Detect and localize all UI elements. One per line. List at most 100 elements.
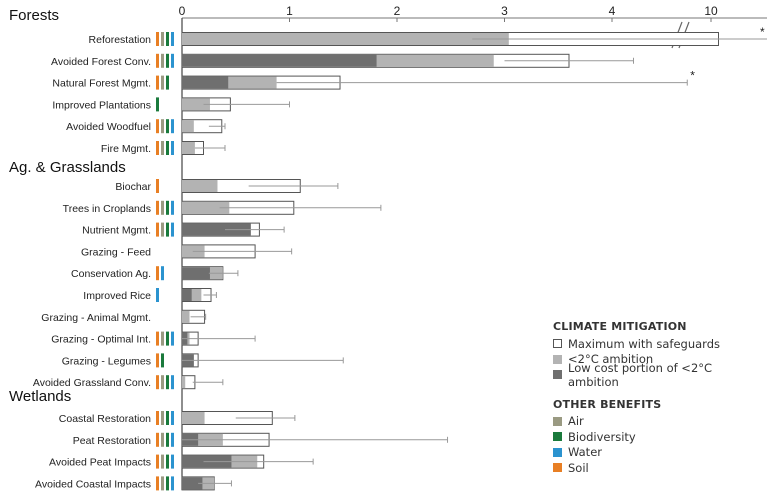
benefit-soil-icon <box>156 32 159 46</box>
x-tick-label: 1 <box>286 4 293 18</box>
row-label: Nutrient Mgmt. <box>82 225 151 237</box>
legend-item-maximum: Maximum with safeguards <box>553 336 763 352</box>
benefit-water-icon <box>171 141 174 155</box>
bar-low-cost <box>182 223 251 236</box>
benefit-water-icon <box>171 411 174 425</box>
benefit-soil-icon <box>156 432 159 447</box>
legend-swatch-biodiversity <box>553 432 562 442</box>
benefit-air-icon <box>161 141 164 155</box>
benefit-soil-icon <box>156 119 159 134</box>
benefit-soil-icon <box>156 353 159 368</box>
bar-low-cost <box>182 289 192 301</box>
benefit-soil-icon <box>156 200 159 215</box>
x-tick-label: 3 <box>501 4 508 18</box>
legend-swatch-low-cost <box>553 370 562 380</box>
benefit-soil-icon <box>156 411 159 425</box>
benefit-water-icon <box>161 266 164 281</box>
legend-item-soil: Soil <box>553 460 763 476</box>
benefit-air-icon <box>161 411 164 425</box>
legend-item-biodiversity: Biodiversity <box>553 429 763 445</box>
row-label: Natural Forest Mgmt. <box>52 78 151 90</box>
x-tick-label: 2 <box>394 4 401 18</box>
benefit-water-icon <box>171 476 174 491</box>
x-tick-label: 10 <box>704 4 718 18</box>
legend-item-low-cost: Low cost portion of <2°C ambition <box>553 361 763 389</box>
legend-swatch-soil <box>553 463 562 473</box>
legend-label-biodiversity: Biodiversity <box>568 429 636 444</box>
benefit-soil-icon <box>156 179 159 193</box>
benefit-air-icon <box>161 200 164 215</box>
row-label: Trees in Croplands <box>63 203 151 215</box>
bar-ambition <box>182 33 509 45</box>
legend-benefits-title: OTHER BENEFITS <box>553 397 662 411</box>
row-label: Avoided Coastal Impacts <box>35 478 151 490</box>
benefit-soil-icon <box>156 331 159 346</box>
row-label: Grazing - Feed <box>81 246 151 258</box>
bar-ambition <box>182 180 218 192</box>
group-title: Ag. & Grasslands <box>9 159 126 176</box>
benefit-water-icon <box>171 375 174 390</box>
benefit-biodiversity-icon <box>166 375 169 390</box>
group-title: Wetlands <box>9 388 71 405</box>
benefit-soil-icon <box>156 141 159 155</box>
bar-ambition <box>182 120 194 133</box>
bar-ambition <box>182 412 205 424</box>
benefit-biodiversity-icon <box>166 454 169 469</box>
benefit-water-icon <box>171 222 174 237</box>
legend-swatch-ambition <box>553 354 562 364</box>
bar-ambition <box>182 98 210 111</box>
row-label: Fire Mgmt. <box>101 143 151 155</box>
benefit-biodiversity-icon <box>166 411 169 425</box>
benefit-soil-icon <box>156 454 159 469</box>
benefit-air-icon <box>161 75 164 90</box>
benefit-soil-icon <box>156 375 159 390</box>
row-label: Avoided Peat Impacts <box>49 457 151 469</box>
legend-swatch-air <box>553 416 562 426</box>
legend-label-low-cost: Low cost portion of <2°C ambition <box>568 360 713 389</box>
row-label: Peat Restoration <box>73 435 151 447</box>
legend-item-air: Air <box>553 414 763 430</box>
benefit-air-icon <box>161 454 164 469</box>
row-label: Biochar <box>115 181 151 193</box>
legend-item-ambition: <2°C ambition <box>553 352 763 368</box>
benefit-biodiversity-icon <box>166 200 169 215</box>
legend-label-ambition: <2°C ambition <box>568 352 654 367</box>
benefit-biodiversity-icon <box>166 32 169 46</box>
row-label: Coastal Restoration <box>59 413 151 425</box>
benefit-soil-icon <box>156 266 159 281</box>
benefit-air-icon <box>161 32 164 46</box>
row-label: Avoided Grassland Conv. <box>33 377 151 389</box>
benefit-water-icon <box>171 454 174 469</box>
benefit-air-icon <box>161 432 164 447</box>
benefit-biodiversity-icon <box>166 331 169 346</box>
row-label: Reforestation <box>89 34 152 46</box>
benefit-air-icon <box>161 375 164 390</box>
legend-swatch-water <box>553 447 562 457</box>
bar-ambition <box>182 201 230 214</box>
benefit-biodiversity-icon <box>156 97 159 112</box>
group-title: Forests <box>9 7 59 24</box>
benefit-water-icon <box>156 288 159 302</box>
star-marker: * <box>760 25 765 39</box>
legend-mitigation-title: CLIMATE MITIGATION <box>553 320 687 333</box>
benefit-biodiversity-icon <box>166 53 169 68</box>
benefit-soil-icon <box>156 476 159 491</box>
benefit-water-icon <box>171 119 174 134</box>
row-label: Grazing - Legumes <box>62 355 151 367</box>
legend-label-maximum: Maximum with safeguards <box>568 336 720 351</box>
bar-low-cost <box>182 76 229 89</box>
benefit-water-icon <box>171 53 174 68</box>
row-label: Improved Rice <box>83 290 151 302</box>
row-label: Grazing - Animal Mgmt. <box>41 312 151 324</box>
benefit-air-icon <box>161 331 164 346</box>
benefit-air-icon <box>161 53 164 68</box>
benefit-biodiversity-icon <box>166 75 169 90</box>
benefit-soil-icon <box>156 75 159 90</box>
benefit-biodiversity-icon <box>166 222 169 237</box>
benefit-water-icon <box>171 331 174 346</box>
benefit-water-icon <box>171 200 174 215</box>
x-tick-label: 0 <box>179 4 186 18</box>
bar-low-cost <box>182 477 203 490</box>
legend-label-air: Air <box>568 414 584 429</box>
